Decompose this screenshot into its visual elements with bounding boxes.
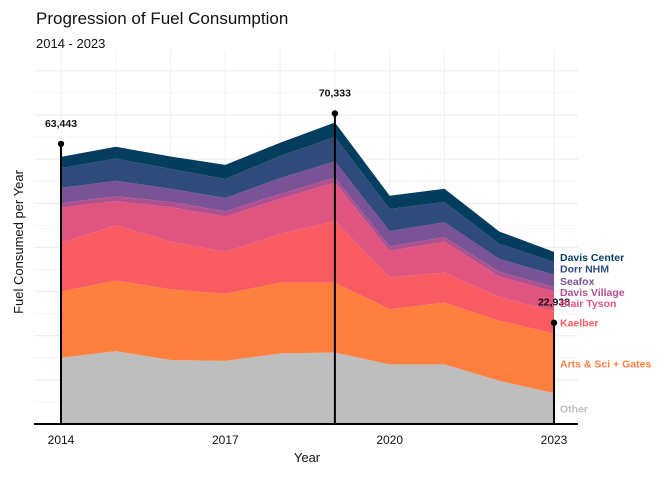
annotation-point — [550, 319, 558, 326]
x-tick-label: 2020 — [376, 433, 403, 447]
series-labels: Other Arts & Sci + Gates Kaelber Blair Tyso… — [560, 252, 651, 416]
x-tick-label: 2017 — [212, 433, 239, 447]
series-label-dorr-nhm: Dorr NHM — [560, 263, 609, 275]
x-tick-label: 2014 — [48, 433, 75, 447]
area-kaelber — [61, 220, 554, 334]
x-axis-label: Year — [294, 450, 321, 465]
annotation-label: 22,938 — [538, 297, 570, 309]
chart-subtitle: 2014 - 2023 — [36, 36, 106, 51]
x-axis-ticks: 2014 2017 2020 2023 — [48, 433, 568, 447]
area-dorr-nhm — [61, 137, 554, 275]
series-label-other: Other — [560, 404, 588, 416]
annotation-point — [57, 140, 65, 148]
area-davis-village — [61, 177, 554, 292]
annotation-label: 63,443 — [45, 118, 77, 130]
x-tick-label: 2023 — [541, 433, 568, 447]
y-axis-label: Fuel Consumed per Year — [11, 169, 26, 313]
series-label-davis-center: Davis Center — [560, 252, 624, 264]
area-other — [61, 351, 554, 424]
annotation-label: 70,333 — [319, 88, 351, 100]
area-arts-sci-gates — [61, 280, 554, 394]
series-label-arts-sci-gates: Arts & Sci + Gates — [560, 358, 651, 370]
area-seafox — [61, 161, 554, 288]
series-label-davis-village: Davis Village — [560, 287, 625, 299]
area-blair-tyson — [61, 182, 554, 312]
series-label-kaelber: Kaelber — [560, 317, 599, 329]
annotation-point — [331, 110, 339, 117]
annotations: 63,443 70,333 22,938 — [45, 88, 570, 424]
series-label-blair-tyson: Blair Tyson — [560, 298, 616, 310]
area-series — [61, 122, 554, 424]
chart-title: Progression of Fuel Consumption — [36, 9, 289, 28]
series-label-seafox: Seafox — [560, 276, 595, 288]
